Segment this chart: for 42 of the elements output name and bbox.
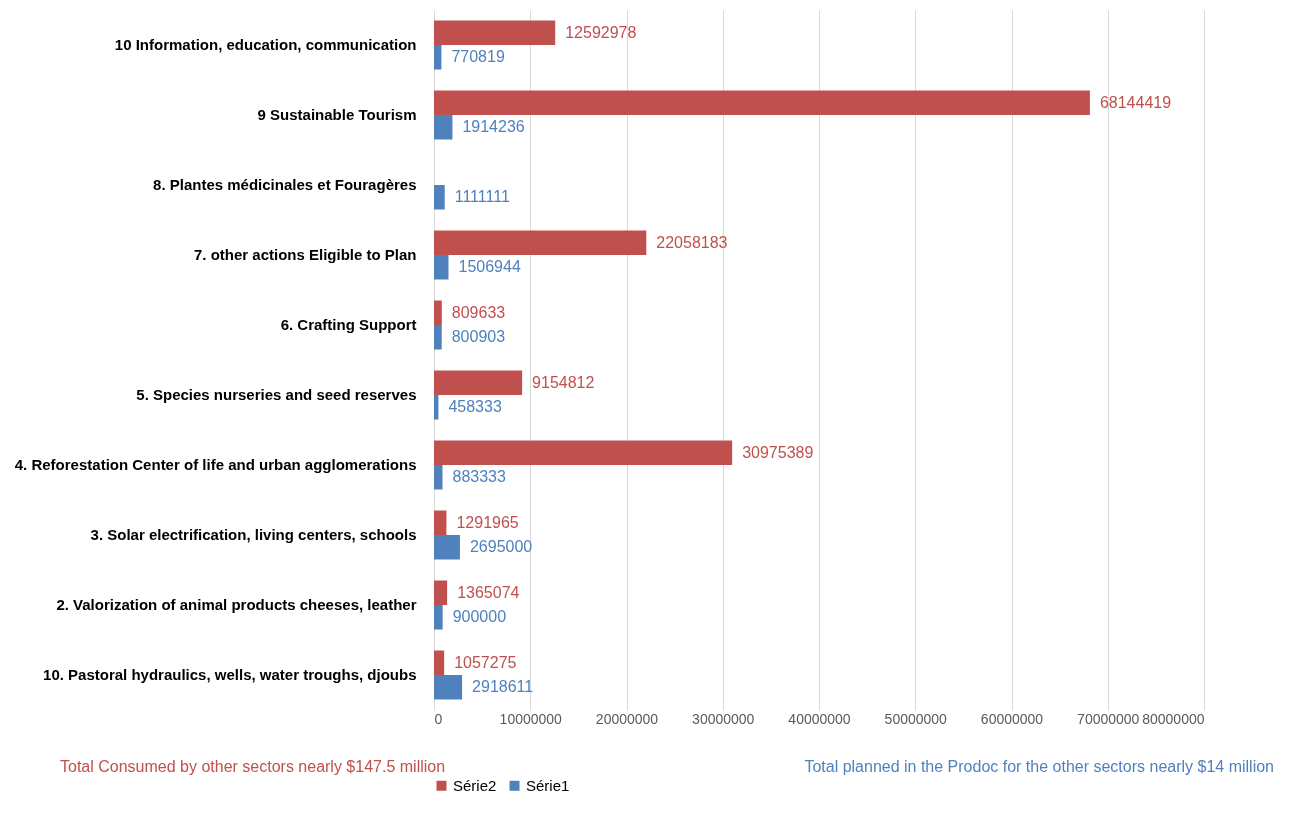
y-tick-label: 4. Reforestation Center of life and urban agglomerations: [14, 456, 417, 473]
text: Total planned in the Prodoc for the other sectors nearly $14 million: [804, 758, 1274, 776]
y-tick-label: 8. Plantes médicinales et Fouragères: [153, 176, 417, 193]
x-tick-label: 0: [434, 710, 443, 727]
data-label: 883333: [452, 468, 506, 486]
data-label: 68144419: [1099, 93, 1172, 111]
data-label: 22058183: [656, 233, 728, 251]
text: Total Consumed by other sectors nearly $147.5 million: [60, 758, 446, 776]
y-tick-label: 10. Pastoral hydraulics, wells, water troughs, djoubs: [43, 666, 417, 683]
data-label: 1914236: [462, 118, 525, 136]
data-label: 900000: [452, 608, 507, 626]
x-tick-label: 10000000: [499, 710, 563, 727]
data-label: 12592978: [565, 23, 637, 41]
y-tick-label: 10 Information, education, communication: [114, 36, 417, 53]
data-label: 458333: [448, 398, 502, 416]
x-tick-label: 80000000: [1142, 710, 1205, 727]
data-label: 30975389: [742, 443, 814, 461]
data-label: 800903: [451, 328, 506, 346]
y-tick-label: 6. Crafting Support: [280, 316, 417, 333]
y-tick-label: 5. Species nurseries and seed reserves: [136, 386, 417, 403]
data-label: 1111111: [454, 188, 510, 206]
y-tick-label: 7. other actions Eligible to Plan: [193, 246, 417, 263]
x-tick-label: 70000000: [1077, 710, 1140, 727]
data-label: 770819: [451, 48, 505, 66]
data-label: 2918611: [472, 678, 534, 696]
y-tick-label: 3. Solar electrification, living centers, schools: [90, 526, 417, 543]
data-label: 1057275: [454, 653, 517, 671]
y-tick-label: 9 Sustainable Tourism: [257, 106, 417, 123]
x-tick-label: 30000000: [692, 710, 755, 727]
legend-label: Série2: [453, 776, 497, 794]
data-label: 809633: [451, 303, 506, 321]
data-label: 2695000: [469, 538, 533, 556]
x-tick-label: 20000000: [595, 710, 659, 727]
legend-label: Série1: [526, 776, 570, 794]
x-tick-label: 50000000: [884, 710, 948, 727]
data-label: 1506944: [458, 258, 521, 276]
data-label: 1291965: [456, 513, 519, 531]
x-tick-label: 40000000: [788, 710, 851, 727]
data-label: 1365074: [457, 583, 520, 601]
y-tick-label: 2. Valorization of animal products cheeses, leather: [56, 596, 417, 613]
x-tick-label: 60000000: [980, 710, 1044, 727]
data-label: 9154812: [532, 373, 595, 391]
